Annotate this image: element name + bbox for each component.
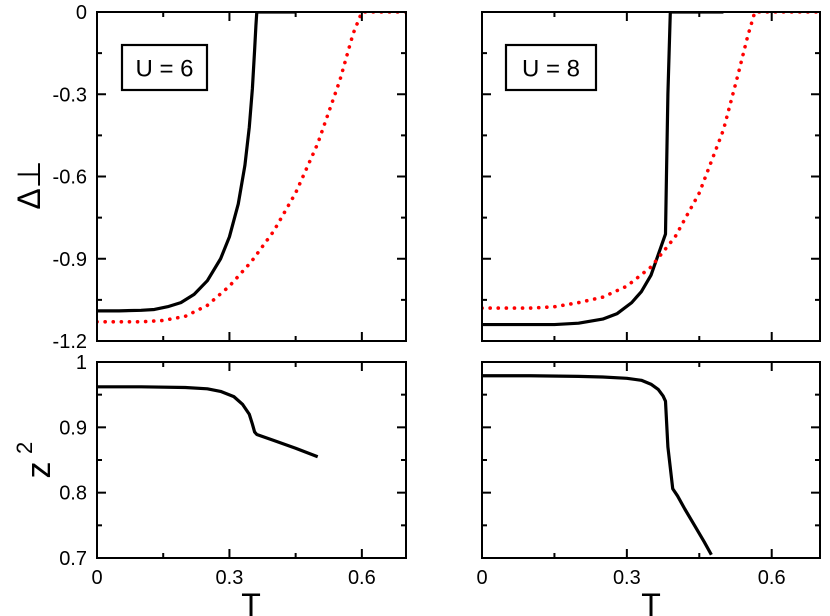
x-axis-label-right: T (641, 587, 661, 616)
panels: -1.2 -0.9 -0.6 -0.3 0 U = 6 U = 8 0 0.3 0.6 0.7 0.8… (53, 2, 821, 589)
annotation-box (504, 43, 598, 92)
annotation-label: U = 6 (135, 56, 193, 83)
y-tick-label: 0.7 (59, 548, 87, 570)
annotation-box (120, 43, 209, 92)
series-line-solid (97, 12, 296, 313)
y-tick-label: 1 (76, 352, 87, 374)
x-tick-label: 0.3 (613, 567, 641, 589)
x-tick-label: 0.6 (348, 567, 376, 589)
x-axis-label-left: T (241, 587, 261, 616)
y-axis-label-z2: z 2 (12, 442, 58, 479)
plot-frame (96, 361, 407, 559)
y-tick-label: 0 (76, 2, 87, 24)
y-axis-label-delta: Δ⊥ (11, 160, 47, 209)
panel-bottom-right: 0 0.3 0.6 (476, 361, 821, 589)
plot-frame (481, 361, 821, 559)
y-axis-label-z-exponent: 2 (12, 442, 37, 454)
panel-top-left: -1.2 -0.9 -0.6 -0.3 0 U = 6 (53, 2, 407, 353)
y-tick-label: -0.6 (53, 167, 87, 189)
x-tick-label: 0.3 (216, 567, 244, 589)
panel-top-right: U = 8 (481, 11, 821, 342)
annotation-label: U = 8 (522, 56, 580, 83)
x-tick-label: 0 (476, 567, 487, 589)
y-axis-label-z: z (20, 462, 58, 479)
y-tick-label: -1.2 (53, 331, 87, 353)
series-line-solid (482, 374, 713, 556)
x-tick-label: 0.6 (758, 567, 786, 589)
y-tick-label: 0.8 (59, 483, 87, 505)
series-line-dotted (97, 12, 406, 324)
panel-bottom-left: 0 0.3 0.6 0.7 0.8 0.9 1 (59, 352, 407, 589)
series-line-solid (97, 385, 319, 459)
x-tick-label: 0 (91, 567, 102, 589)
series-line-solid (482, 12, 724, 327)
y-tick-label: -0.9 (53, 249, 87, 271)
y-tick-label: 0.9 (59, 417, 87, 439)
series-line-dotted (482, 12, 820, 310)
y-tick-label: -0.3 (53, 84, 87, 106)
